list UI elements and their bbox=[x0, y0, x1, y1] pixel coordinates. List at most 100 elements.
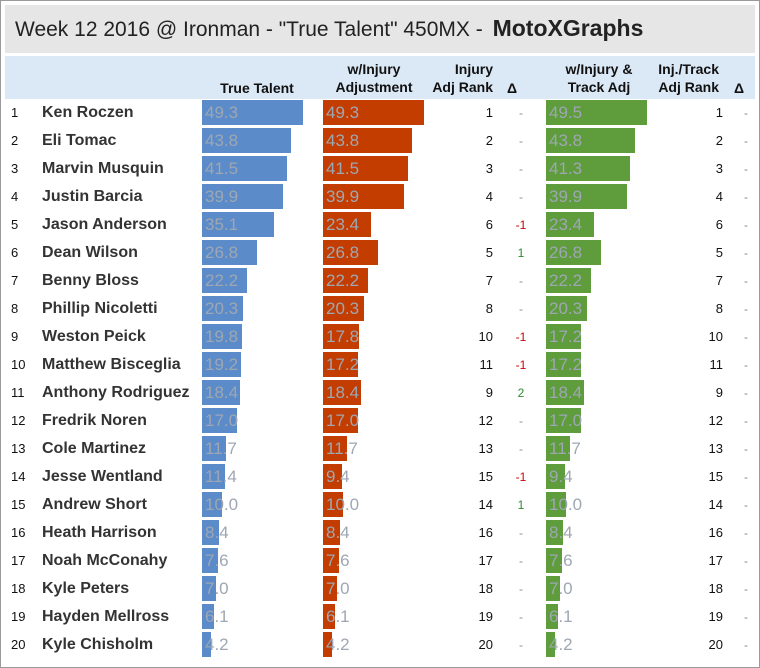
track-adj-rank: 6 bbox=[715, 217, 723, 232]
bar-track bbox=[546, 296, 587, 321]
bar-track bbox=[546, 128, 635, 153]
value-label-inj: 11.7 bbox=[326, 439, 358, 458]
injury-rank-delta: - bbox=[519, 274, 523, 288]
injury-adj-rank: 8 bbox=[485, 301, 493, 316]
table-row: 6 Dean Wilson 26.8 26.8 26.8 5 1 5 - bbox=[5, 239, 755, 267]
value-label-inj: 41.5 bbox=[326, 159, 360, 178]
injury-rank-delta: 2 bbox=[517, 386, 525, 400]
track-adj-rank: 20 bbox=[708, 637, 723, 652]
row-rank: 19 bbox=[11, 609, 26, 624]
injury-rank-delta: - bbox=[519, 162, 523, 176]
injury-adj-rank: 18 bbox=[478, 581, 493, 596]
value-label-tt: 26.8 bbox=[205, 243, 239, 262]
value-label-inj: 26.8 bbox=[326, 243, 360, 262]
track-adj-rank: 18 bbox=[708, 581, 723, 596]
track-adj-rank: 8 bbox=[715, 301, 723, 316]
value-label-inj: 4.2 bbox=[326, 635, 350, 654]
value-label-inj: 6.1 bbox=[326, 607, 350, 626]
value-label-track: 4.2 bbox=[549, 635, 573, 654]
bar-track bbox=[546, 464, 565, 489]
value-label-tt: 6.1 bbox=[205, 607, 229, 626]
value-label-tt: 17.0 bbox=[205, 411, 239, 430]
value-label-track: 39.9 bbox=[549, 187, 583, 206]
rider-name: Fredrik Noren bbox=[42, 412, 147, 429]
track-adj-rank: 17 bbox=[708, 553, 723, 568]
row-rank: 5 bbox=[11, 217, 19, 232]
header-injury-adj-rank: Injury Adj Rank bbox=[432, 61, 493, 95]
injury-rank-delta: - bbox=[519, 414, 523, 428]
value-label-tt: 19.8 bbox=[205, 327, 239, 346]
header-track-adj: w/Injury & Track Adj bbox=[565, 61, 633, 95]
bar-inj bbox=[323, 296, 364, 321]
bar-track bbox=[546, 212, 594, 237]
track-rank-delta: - bbox=[744, 302, 748, 316]
value-label-inj: 49.3 bbox=[326, 103, 360, 122]
bar-tt bbox=[202, 296, 243, 321]
track-rank-delta: - bbox=[744, 610, 748, 624]
track-adj-rank: 14 bbox=[708, 497, 723, 512]
value-label-inj: 17.2 bbox=[326, 355, 360, 374]
value-label-track: 20.3 bbox=[549, 299, 583, 318]
injury-adj-rank: 1 bbox=[485, 105, 493, 120]
value-label-inj: 20.3 bbox=[326, 299, 360, 318]
value-label-inj: 7.6 bbox=[326, 551, 350, 570]
data-table: 1 Ken Roczen 49.3 49.3 49.5 1-1-2 Eli Tomac 43.… bbox=[5, 99, 755, 659]
value-label-inj: 7.0 bbox=[326, 579, 350, 598]
track-adj-rank: 4 bbox=[715, 189, 723, 204]
bar-tt bbox=[202, 156, 287, 181]
bar-tt bbox=[202, 100, 303, 125]
value-label-track: 43.8 bbox=[549, 131, 583, 150]
row-rank: 15 bbox=[11, 497, 26, 512]
value-label-inj: 17.0 bbox=[326, 411, 360, 430]
bar-inj bbox=[323, 576, 337, 601]
rider-name: Ken Roczen bbox=[42, 104, 134, 121]
header-true-talent: True Talent bbox=[220, 80, 294, 96]
injury-adj-rank: 5 bbox=[485, 245, 493, 260]
value-label-inj: 39.9 bbox=[326, 187, 360, 206]
value-label-track: 10.0 bbox=[549, 495, 583, 514]
table-row: 7 Benny Bloss 22.2 22.2 22.2 7 - 7 - bbox=[5, 267, 755, 295]
value-label-inj: 43.8 bbox=[326, 131, 360, 150]
bar-inj bbox=[323, 520, 340, 545]
value-label-tt: 7.0 bbox=[205, 579, 229, 598]
injury-rank-delta: - bbox=[519, 190, 523, 204]
header-delta-2: Δ bbox=[733, 80, 745, 96]
bar-inj bbox=[323, 380, 361, 405]
injury-rank-delta: 1 bbox=[517, 246, 525, 260]
bar-inj bbox=[323, 632, 332, 657]
rider-name: Heath Harrison bbox=[42, 524, 157, 541]
table-row: 8 Phillip Nicoletti 20.3 20.3 20.3 8 - 8 - bbox=[5, 295, 755, 323]
injury-adj-rank: 4 bbox=[485, 189, 493, 204]
row-rank: 6 bbox=[11, 245, 19, 260]
injury-adj-rank: 11 bbox=[479, 357, 494, 372]
value-label-track: 23.4 bbox=[549, 215, 583, 234]
row-rank: 17 bbox=[11, 553, 26, 568]
track-adj-rank: 1 bbox=[715, 105, 723, 120]
rider-name: Jesse Wentland bbox=[42, 468, 163, 485]
value-label-tt: 43.8 bbox=[205, 131, 239, 150]
table-row: 2 Eli Tomac 43.8 43.8 43.8 2 - 2 - bbox=[5, 127, 755, 155]
track-rank-delta: - bbox=[744, 162, 748, 176]
bar-track bbox=[546, 492, 566, 517]
injury-rank-delta: -1 bbox=[515, 218, 527, 232]
injury-rank-delta: - bbox=[519, 554, 523, 568]
value-label-tt: 11.4 bbox=[205, 467, 237, 486]
bar-track bbox=[546, 324, 581, 349]
table-row: 20 Kyle Chisholm 4.2 4.2 4.2 20 - 20 - bbox=[5, 631, 755, 659]
bar-inj bbox=[323, 324, 359, 349]
bar-tt bbox=[202, 240, 257, 265]
bar-tt bbox=[202, 492, 222, 517]
table-row: 5 Jason Anderson 35.1 23.4 23.4 6 -1 6 - bbox=[5, 211, 755, 239]
rider-name: Marvin Musquin bbox=[42, 160, 164, 177]
header-injury-adjustment: w/Injury Adjustment bbox=[335, 61, 413, 95]
injury-adj-rank: 13 bbox=[478, 441, 493, 456]
rider-name: Justin Barcia bbox=[42, 188, 143, 205]
injury-rank-delta: 1 bbox=[517, 498, 525, 512]
rider-name: Kyle Peters bbox=[42, 580, 130, 597]
bar-inj bbox=[323, 100, 424, 125]
rider-name: Phillip Nicoletti bbox=[42, 300, 158, 317]
value-label-inj: 22.2 bbox=[326, 271, 360, 290]
track-adj-rank: 7 bbox=[715, 273, 723, 288]
row-rank: 9 bbox=[11, 329, 19, 344]
track-adj-rank: 13 bbox=[708, 441, 723, 456]
